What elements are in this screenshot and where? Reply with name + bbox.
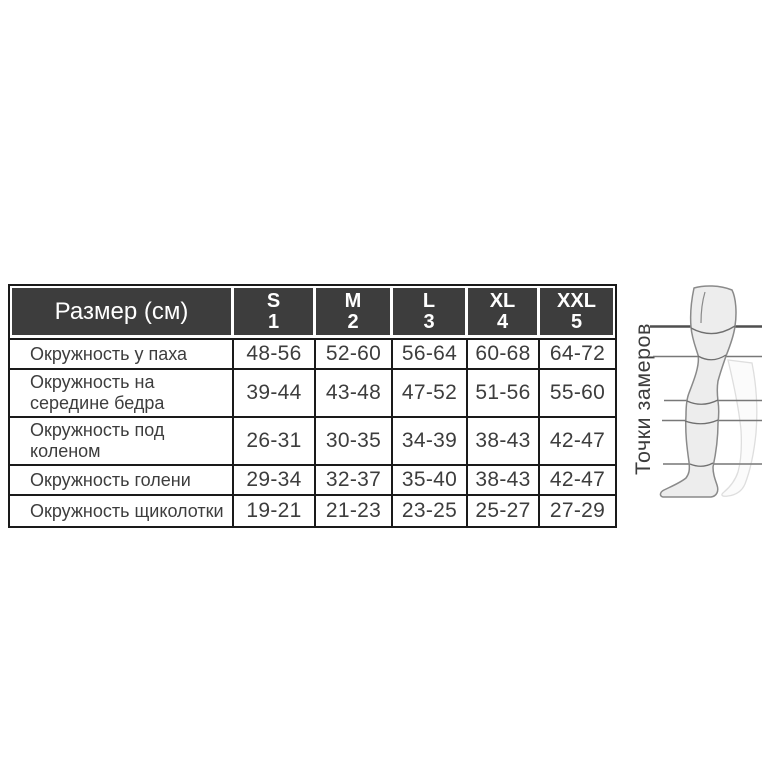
size-column-header-l: L 3 — [393, 286, 468, 338]
size-value-cell: 39-44 — [234, 368, 316, 416]
size-number: 3 — [423, 310, 435, 333]
size-table: Размер (см) S 1 M 2 L 3 XL 4 — [10, 286, 615, 526]
circumference-arc-below-knee — [686, 399, 719, 405]
size-value-cell: 60-68 — [468, 338, 540, 368]
table-row-ankle: Окружность щиколотки 19-21 21-23 23-25 2… — [10, 494, 615, 526]
size-value-cell: 38-43 — [468, 416, 540, 464]
measurement-label-below-knee: Окружность под коленом — [10, 416, 234, 464]
circumference-arc-mid-thigh — [697, 354, 727, 361]
size-letter: XXL — [557, 289, 596, 312]
size-value-cell: 56-64 — [393, 338, 468, 368]
size-value-cell: 42-47 — [540, 416, 615, 464]
size-letter: M — [344, 289, 362, 312]
size-value-cell: 34-39 — [393, 416, 468, 464]
measurement-label-mid-thigh: Окружность на середине бедра — [10, 368, 234, 416]
size-unit-header: Размер (см) — [10, 286, 234, 338]
table-row-groin: Окружность у паха 48-56 52-60 56-64 60-6… — [10, 338, 615, 368]
size-value-cell: 51-56 — [468, 368, 540, 416]
size-value-cell: 47-52 — [393, 368, 468, 416]
size-column-header-s: S 1 — [234, 286, 316, 338]
table-header-row: Размер (см) S 1 M 2 L 3 XL 4 — [10, 286, 615, 338]
size-column-header-m: M 2 — [316, 286, 393, 338]
size-value-cell: 43-48 — [316, 368, 393, 416]
size-value-cell: 27-29 — [540, 494, 615, 526]
size-value-cell: 25-27 — [468, 494, 540, 526]
size-value-cell: 19-21 — [234, 494, 316, 526]
circumference-arc-groin — [690, 325, 736, 335]
size-column-header-xxl: XXL 5 — [540, 286, 615, 338]
size-column-header-xl: XL 4 — [468, 286, 540, 338]
thigh-crease-line — [700, 291, 706, 324]
measurement-label-calf: Окружность голени — [10, 464, 234, 494]
size-value-cell: 21-23 — [316, 494, 393, 526]
size-letter: XL — [489, 289, 516, 312]
table-row-below-knee: Окружность под коленом 26-31 30-35 34-39… — [10, 416, 615, 464]
size-number: 1 — [267, 310, 280, 333]
size-value-cell: 26-31 — [234, 416, 316, 464]
circumference-arc-calf — [684, 419, 719, 425]
size-value-cell: 32-37 — [316, 464, 393, 494]
size-value-cell: 23-25 — [393, 494, 468, 526]
size-letter: S — [266, 289, 281, 312]
size-value-cell: 64-72 — [540, 338, 615, 368]
leg-measurement-diagram — [650, 285, 762, 498]
size-number: 5 — [570, 310, 583, 333]
size-chart-table: Размер (см) S 1 M 2 L 3 XL 4 — [8, 284, 617, 528]
size-value-cell: 30-35 — [316, 416, 393, 464]
front-leg-shape — [659, 285, 737, 498]
size-number: 4 — [496, 310, 509, 333]
size-letter: L — [422, 289, 436, 312]
measurement-label-groin: Окружность у паха — [10, 338, 234, 368]
size-number: 2 — [347, 310, 359, 333]
measurement-label-ankle: Окружность щиколотки — [10, 494, 234, 526]
size-value-cell: 29-34 — [234, 464, 316, 494]
back-leg-shape — [721, 359, 758, 497]
size-value-cell: 42-47 — [540, 464, 615, 494]
table-row-calf: Окружность голени 29-34 32-37 35-40 38-4… — [10, 464, 615, 494]
size-value-cell: 38-43 — [468, 464, 540, 494]
circumference-arc-ankle — [689, 462, 714, 467]
size-value-cell: 52-60 — [316, 338, 393, 368]
table-row-mid-thigh: Окружность на середине бедра 39-44 43-48… — [10, 368, 615, 416]
size-value-cell: 48-56 — [234, 338, 316, 368]
size-value-cell: 55-60 — [540, 368, 615, 416]
size-value-cell: 35-40 — [393, 464, 468, 494]
